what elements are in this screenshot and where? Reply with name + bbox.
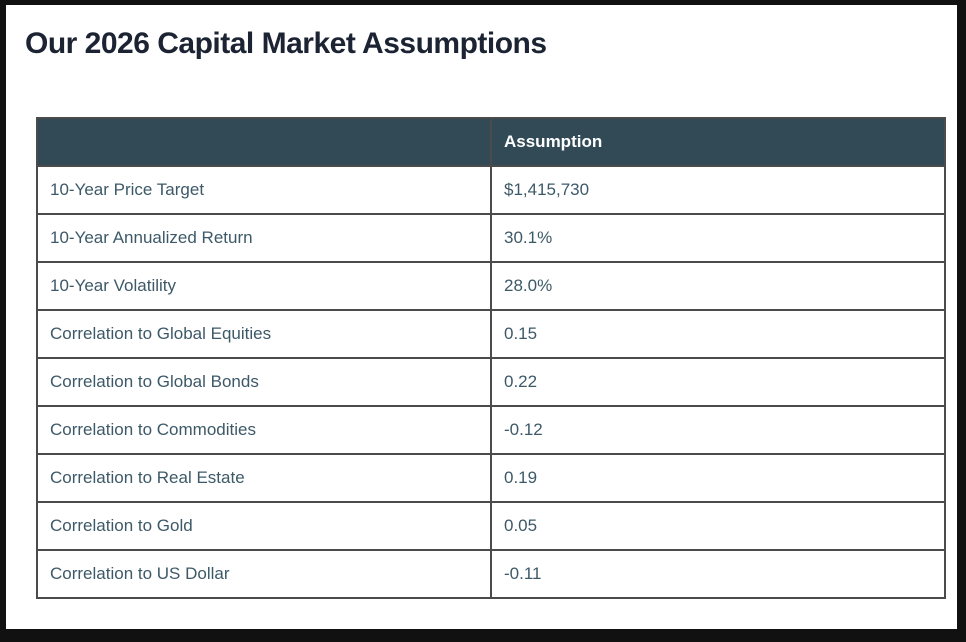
table-row: 10-Year Annualized Return 30.1% <box>36 213 946 263</box>
row-value: 0.22 <box>490 357 946 407</box>
row-value: 30.1% <box>490 213 946 263</box>
row-label: 10-Year Price Target <box>36 165 492 215</box>
table-header-row: Assumption <box>36 117 946 167</box>
row-value: 0.19 <box>490 453 946 503</box>
page-background: Our 2026 Capital Market Assumptions Assu… <box>6 5 957 629</box>
row-label: Correlation to Global Bonds <box>36 357 492 407</box>
table-row: Correlation to Global Equities 0.15 <box>36 309 946 359</box>
row-label: Correlation to Gold <box>36 501 492 551</box>
table-row: Correlation to Commodities -0.12 <box>36 405 946 455</box>
row-label: Correlation to Global Equities <box>36 309 492 359</box>
header-cell-assumption: Assumption <box>490 117 946 167</box>
row-value: 0.15 <box>490 309 946 359</box>
row-value: -0.12 <box>490 405 946 455</box>
page-title: Our 2026 Capital Market Assumptions <box>25 27 547 60</box>
table-row: 10-Year Volatility 28.0% <box>36 261 946 311</box>
row-value: -0.11 <box>490 549 946 599</box>
table-row: Correlation to Global Bonds 0.22 <box>36 357 946 407</box>
row-label: 10-Year Annualized Return <box>36 213 492 263</box>
table-row: Correlation to US Dollar -0.11 <box>36 549 946 599</box>
row-label: 10-Year Volatility <box>36 261 492 311</box>
row-value: 28.0% <box>490 261 946 311</box>
assumptions-table: Assumption 10-Year Price Target $1,415,7… <box>36 117 946 599</box>
row-label: Correlation to Real Estate <box>36 453 492 503</box>
row-value: 0.05 <box>490 501 946 551</box>
header-cell-label <box>36 117 492 167</box>
row-label: Correlation to US Dollar <box>36 549 492 599</box>
table-row: 10-Year Price Target $1,415,730 <box>36 165 946 215</box>
row-label: Correlation to Commodities <box>36 405 492 455</box>
table-row: Correlation to Gold 0.05 <box>36 501 946 551</box>
row-value: $1,415,730 <box>490 165 946 215</box>
table-row: Correlation to Real Estate 0.19 <box>36 453 946 503</box>
